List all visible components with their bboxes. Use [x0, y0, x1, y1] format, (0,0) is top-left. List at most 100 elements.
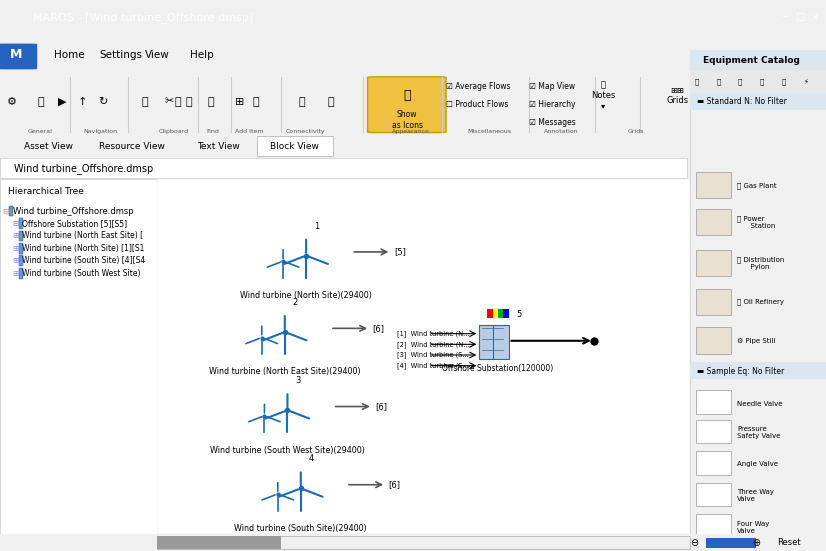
FancyBboxPatch shape	[696, 327, 731, 354]
Text: 🔗: 🔗	[253, 96, 259, 107]
Bar	[706, 538, 756, 548]
FancyBboxPatch shape	[696, 209, 731, 235]
Text: Grids: Grids	[628, 129, 644, 134]
FancyBboxPatch shape	[0, 44, 37, 69]
Text: Offshore Substation(120000): Offshore Substation(120000)	[442, 364, 553, 373]
Bar	[19, 243, 23, 253]
FancyBboxPatch shape	[257, 136, 333, 156]
Text: Angle Valve: Angle Valve	[738, 461, 778, 467]
Bar	[690, 50, 826, 72]
Text: Annotation: Annotation	[544, 129, 579, 134]
Text: 🪟
Switch
Windows: 🪟 Switch Windows	[741, 80, 779, 111]
Text: 📁: 📁	[695, 79, 699, 85]
Text: 🏭 Oil Refinery: 🏭 Oil Refinery	[738, 299, 785, 305]
Text: Windows: Windows	[705, 129, 733, 134]
Text: Navigation: Navigation	[83, 129, 118, 134]
Text: Miscellaneous: Miscellaneous	[467, 129, 511, 134]
Text: ☐ Product Flows: ☐ Product Flows	[446, 100, 509, 109]
Text: Asset View: Asset View	[24, 142, 73, 150]
Text: Wind turbine (South West Site)(29400): Wind turbine (South West Site)(29400)	[210, 446, 365, 455]
Text: 2: 2	[293, 298, 298, 307]
Text: MAROS - [Wind turbine_Offshore.dmsp]: MAROS - [Wind turbine_Offshore.dmsp]	[33, 12, 254, 23]
Bar	[19, 218, 23, 229]
Text: ⚙ Pipe Still: ⚙ Pipe Still	[738, 337, 776, 344]
Text: ⊞: ⊞	[12, 244, 21, 253]
Text: Wind turbine (North East Site) [: Wind turbine (North East Site) [	[22, 231, 143, 240]
Text: [1]  Wind turbine (N...: [1] Wind turbine (N...	[396, 330, 469, 337]
Text: Wind turbine (South Site) [4][S4: Wind turbine (South Site) [4][S4	[22, 256, 145, 266]
Text: ⊞⊞
Grids: ⊞⊞ Grids	[667, 86, 688, 105]
Text: [3]  Wind turbine (S...: [3] Wind turbine (S...	[396, 352, 468, 358]
FancyBboxPatch shape	[696, 419, 731, 444]
FancyBboxPatch shape	[696, 250, 731, 276]
Text: Wind turbine (North Site)(29400): Wind turbine (North Site)(29400)	[240, 291, 372, 300]
Text: ▬ Sample Eq: No Filter: ▬ Sample Eq: No Filter	[696, 366, 784, 376]
Text: Reset: Reset	[777, 538, 800, 547]
Text: 🏭 Power
      Station: 🏭 Power Station	[738, 215, 776, 229]
FancyBboxPatch shape	[696, 451, 731, 475]
Text: 🔌 Distribution
      Pylon: 🔌 Distribution Pylon	[738, 256, 785, 270]
Text: Hierarchical Tree: Hierarchical Tree	[8, 187, 83, 196]
Text: View: View	[145, 50, 169, 60]
Bar	[492, 309, 498, 318]
FancyBboxPatch shape	[696, 483, 731, 506]
Text: ▬ Standard N: No Filter: ▬ Standard N: No Filter	[696, 98, 786, 106]
Text: Find: Find	[206, 129, 220, 134]
Text: ✂: ✂	[164, 96, 174, 107]
Text: ⊞: ⊞	[235, 96, 244, 107]
Text: Pressure
Safety Valve: Pressure Safety Valve	[738, 426, 781, 439]
Text: 👁: 👁	[403, 89, 411, 102]
Text: 3: 3	[296, 376, 301, 385]
Text: ▶: ▶	[58, 96, 66, 107]
Text: ⊞: ⊞	[12, 231, 21, 240]
Text: ⊟: ⊟	[3, 207, 12, 215]
Bar	[487, 309, 492, 318]
Text: 🎨: 🎨	[298, 96, 305, 107]
Bar	[19, 231, 23, 241]
Text: Wind turbine (South West Site): Wind turbine (South West Site)	[22, 269, 140, 278]
Bar	[9, 206, 13, 217]
Text: Wind turbine (South Site)(29400): Wind turbine (South Site)(29400)	[235, 524, 368, 533]
Text: Home: Home	[54, 50, 84, 60]
FancyBboxPatch shape	[0, 158, 687, 178]
Text: ☑ Average Flows: ☑ Average Flows	[446, 82, 510, 91]
Text: 📁: 📁	[760, 79, 764, 85]
FancyBboxPatch shape	[479, 325, 509, 359]
Text: 4: 4	[309, 455, 314, 463]
Text: 📸: 📸	[185, 96, 192, 107]
Text: Connectivity: Connectivity	[286, 129, 325, 134]
Text: Four Way
Valve: Four Way Valve	[738, 521, 770, 534]
Text: [6]: [6]	[375, 402, 387, 411]
Bar	[19, 256, 23, 266]
Text: [6]: [6]	[389, 480, 401, 489]
Text: Appearance: Appearance	[392, 129, 430, 134]
Text: ─: ─	[781, 12, 788, 23]
Text: 🔍: 🔍	[207, 96, 214, 107]
Text: [5]: [5]	[394, 247, 406, 256]
Text: 📁: 📁	[738, 79, 743, 85]
Text: Block View: Block View	[270, 142, 320, 150]
Text: ⊞: ⊞	[12, 269, 21, 278]
FancyBboxPatch shape	[696, 514, 731, 538]
Text: 5: 5	[516, 310, 522, 320]
Text: 📄: 📄	[174, 96, 181, 107]
FancyBboxPatch shape	[696, 289, 731, 315]
Text: Equipment Catalog: Equipment Catalog	[703, 56, 800, 65]
Text: [2]  Wind turbine (N...: [2] Wind turbine (N...	[396, 341, 469, 348]
Text: Settings: Settings	[99, 50, 142, 60]
Text: Wind turbine_Offshore.dmsp: Wind turbine_Offshore.dmsp	[12, 207, 133, 215]
Text: Help: Help	[190, 50, 214, 60]
Text: ☑ Hierarchy: ☑ Hierarchy	[529, 100, 575, 109]
Bar	[157, 536, 281, 549]
Bar	[690, 72, 826, 93]
FancyBboxPatch shape	[696, 172, 731, 198]
Text: 📁: 📁	[781, 79, 786, 85]
Text: ⊕: ⊕	[752, 538, 760, 548]
Text: 🏭 Gas Plant: 🏭 Gas Plant	[738, 182, 777, 188]
Bar	[503, 309, 509, 318]
Text: 👤: 👤	[38, 96, 45, 107]
Bar	[690, 363, 826, 379]
Text: ◯ ?: ◯ ?	[768, 50, 787, 60]
Text: 🖼: 🖼	[327, 96, 334, 107]
Bar	[690, 93, 826, 110]
